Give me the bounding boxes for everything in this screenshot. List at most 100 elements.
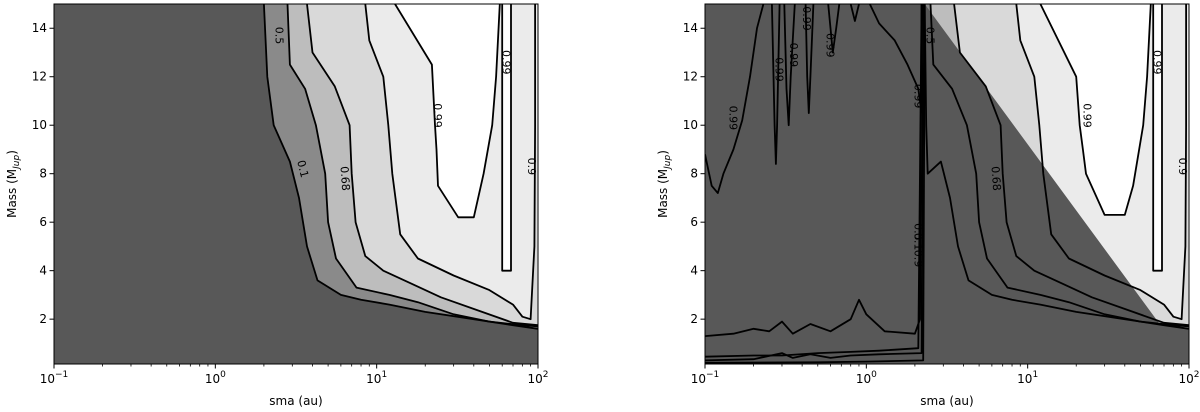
contour-line-0-99 — [1039, 4, 1152, 216]
y-tick-label: 8 — [39, 167, 47, 181]
svg-text:0.99: 0.99 — [800, 6, 813, 31]
region-fill — [54, 4, 538, 364]
contour-label: 0.99 — [1151, 50, 1164, 74]
contour-line-0-99 — [1152, 4, 1163, 272]
contour-line-0-99 — [501, 4, 512, 272]
y-tick-label: 14 — [32, 21, 47, 35]
contour-label: 0.9 — [911, 250, 924, 268]
contour-line-0-5 — [286, 4, 538, 328]
contour-line-0-9 — [705, 4, 923, 337]
x-tick-label: 10−1 — [40, 370, 69, 386]
x-axis-label: sma (au) — [920, 394, 973, 408]
contour-line-0-1 — [263, 4, 538, 330]
y-axis-label: Mass (MJup) — [656, 150, 673, 218]
svg-text:0.99: 0.99 — [773, 57, 786, 82]
contour-label: 0.99 — [773, 57, 786, 82]
x-tick-label: 102 — [1178, 370, 1199, 386]
contour-line-0-9 — [1015, 4, 1187, 321]
svg-text:0.1: 0.1 — [294, 159, 311, 179]
x-tick-label: 101 — [366, 370, 387, 386]
x-tick-label: 102 — [527, 370, 548, 386]
y-tick-label: 2 — [39, 312, 47, 326]
axes-frame — [53, 3, 539, 365]
contour-line-0-99 — [849, 4, 860, 22]
contour-line-0-68 — [953, 4, 1189, 327]
y-tick-label: 2 — [690, 312, 698, 326]
contour-line-0-5 — [705, 4, 925, 362]
contour-label: 0.99 — [911, 84, 924, 109]
plot-area: 0.990.990.990.990.99 0.50.68 0.90.990.990.… — [705, 4, 1189, 364]
svg-text:0.99: 0.99 — [500, 50, 513, 74]
contour-label: 0.99 — [800, 6, 813, 31]
y-tick-label: 8 — [690, 167, 698, 181]
contour-line-0-99 — [804, 4, 815, 114]
x-tick-label: 100 — [205, 370, 226, 386]
svg-text:0.9: 0.9 — [1176, 158, 1189, 176]
region-fill — [1040, 4, 1151, 215]
svg-text:0.99: 0.99 — [1151, 50, 1164, 74]
contour-line-0-99 — [827, 4, 841, 54]
svg-text:0.99: 0.99 — [1081, 103, 1094, 128]
svg-text:0.9: 0.9 — [911, 250, 924, 268]
contour-line-0-9 — [364, 4, 536, 321]
contour-line-0-1 — [923, 4, 1189, 330]
svg-text:0.99: 0.99 — [824, 33, 837, 58]
contour-label: 0.99 — [500, 50, 513, 74]
contour-label: 0.99 — [431, 103, 444, 128]
y-tick-label: 6 — [690, 215, 698, 229]
contour-label: 0.68 — [989, 166, 1004, 191]
plot-area: 0.1 0.5 0.68 0.9 0.99 0.99 — [54, 4, 538, 364]
contour-label: 0.99 — [787, 43, 800, 68]
contour-label: 0.99 — [824, 33, 837, 58]
contour-label: 0.5 — [924, 27, 937, 45]
contour-line-0-99 — [783, 4, 796, 127]
x-axis-label: sma (au) — [269, 394, 322, 408]
y-tick-label: 6 — [39, 215, 47, 229]
region-fill — [1153, 4, 1162, 271]
contour-label: 0.1 — [911, 233, 924, 251]
x-tick-label: 100 — [856, 370, 877, 386]
svg-text:0.68: 0.68 — [989, 166, 1004, 191]
right-contour-panel: 0.990.990.990.990.99 0.50.68 0.90.990.990.… — [656, 3, 1200, 408]
svg-text:0.5: 0.5 — [924, 27, 937, 45]
contour-label: 0.9 — [525, 158, 538, 176]
svg-text:0.5: 0.5 — [273, 27, 286, 45]
contour-label: 0.68 — [338, 166, 353, 191]
contour-line-0-1 — [705, 4, 926, 364]
contour-line-0-99 — [705, 4, 765, 194]
contour-line-0-99 — [868, 4, 923, 114]
y-tick-label: 10 — [683, 118, 698, 132]
svg-text:0.99: 0.99 — [911, 84, 924, 109]
svg-text:0.5: 0.5 — [911, 223, 924, 241]
svg-text:0.99: 0.99 — [431, 103, 444, 128]
svg-text:0.9: 0.9 — [525, 158, 538, 176]
contour-label: 0.9 — [1176, 158, 1189, 176]
y-tick-label: 12 — [32, 70, 47, 84]
contour-line-0-68 — [705, 4, 923, 358]
region-fill — [705, 4, 1189, 364]
contour-line-0-99 — [394, 4, 501, 219]
contour-label: 0.99 — [726, 106, 739, 130]
svg-text:0.1: 0.1 — [911, 233, 924, 251]
y-tick-label: 4 — [39, 264, 47, 278]
y-tick-label: 12 — [683, 70, 698, 84]
region-fill — [502, 4, 511, 271]
region-fill — [395, 4, 500, 218]
axes-frame — [704, 3, 1190, 365]
contour-line-0-99 — [771, 4, 781, 165]
contour-line-0-68 — [306, 4, 538, 327]
contour-label: 0.5 — [273, 27, 286, 45]
contour-line-0-5 — [929, 4, 1189, 328]
x-tick-label: 10−1 — [691, 370, 720, 386]
contour-label: 0.99 — [1081, 103, 1094, 128]
y-tick-label: 4 — [690, 264, 698, 278]
svg-text:0.99: 0.99 — [787, 43, 800, 68]
svg-text:0.68: 0.68 — [338, 166, 353, 191]
left-contour-panel: 0.1 0.5 0.68 0.9 0.99 0.99 10−1 100 101 102 2 4 6 8 10… — [5, 3, 549, 408]
y-axis-label: Mass (MJup) — [5, 150, 22, 218]
contour-label: 0.1 — [294, 159, 311, 179]
x-tick-label: 101 — [1017, 370, 1038, 386]
y-tick-label: 10 — [32, 118, 47, 132]
y-tick-label: 14 — [683, 21, 698, 35]
